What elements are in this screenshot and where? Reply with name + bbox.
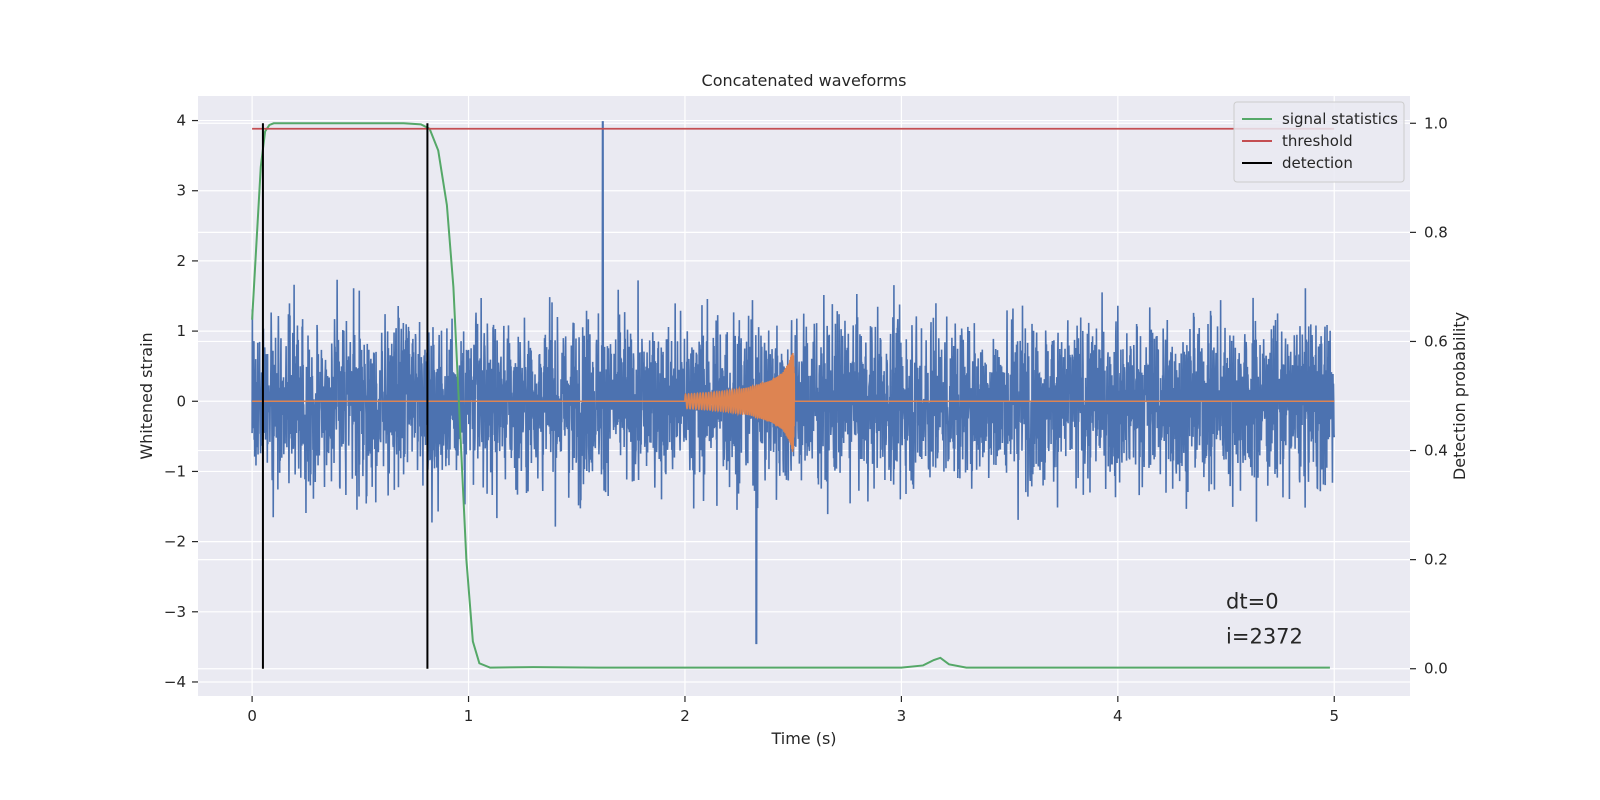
x-tick-label: 1 bbox=[464, 707, 474, 725]
y-right-tick-label: 0.2 bbox=[1424, 551, 1448, 569]
legend-label: threshold bbox=[1282, 132, 1353, 150]
signal-statistics-series bbox=[251, 122, 1330, 669]
legend-box bbox=[1233, 101, 1405, 183]
ticks: 0 1 2 3 4 5 −4 −3 −2 −1 0 1 2 3 4 0.0 0.2 0.4 0.6 0.8 1.0 bbox=[164, 112, 1448, 725]
annotation-text: dt=0 bbox=[1226, 589, 1279, 613]
y-tick-label: −3 bbox=[164, 603, 186, 621]
y-right-tick-label: 0.0 bbox=[1424, 660, 1448, 678]
y-tick-label: 3 bbox=[176, 182, 186, 200]
y-tick-label: −4 bbox=[164, 673, 186, 691]
y-tick-label: 2 bbox=[176, 252, 186, 270]
y-tick-label: −2 bbox=[164, 533, 186, 551]
y-axis-label: Whitened strain bbox=[137, 332, 156, 459]
signal-statistics-line bbox=[251, 122, 1330, 669]
injected-signal-line bbox=[252, 352, 1335, 452]
legend-label: signal statistics bbox=[1282, 110, 1398, 128]
injected-signal-series bbox=[252, 352, 1335, 452]
annotation-text: i=2372 bbox=[1226, 624, 1303, 648]
y-tick-label: 1 bbox=[176, 322, 186, 340]
detection-lines bbox=[261, 123, 429, 669]
y-right-tick-label: 1.0 bbox=[1424, 114, 1448, 132]
x-tick-label: 0 bbox=[247, 707, 257, 725]
x-tick-label: 2 bbox=[680, 707, 690, 725]
y-tick-label: 0 bbox=[176, 392, 186, 410]
y-right-tick-label: 0.4 bbox=[1424, 442, 1448, 460]
y-tick-label: −1 bbox=[164, 462, 186, 480]
y-axis-label-right: Detection probability bbox=[1450, 312, 1469, 480]
x-tick-label: 3 bbox=[897, 707, 907, 725]
y-tick-label: 4 bbox=[176, 112, 186, 130]
x-tick-label: 5 bbox=[1329, 707, 1339, 725]
y-right-tick-label: 0.8 bbox=[1424, 223, 1448, 241]
x-axis-label: Time (s) bbox=[770, 729, 836, 748]
legend-label: detection bbox=[1282, 154, 1353, 172]
annotations: dt=0 i=2372 bbox=[1226, 589, 1303, 648]
legend: signal statistics threshold detection bbox=[1233, 101, 1405, 183]
y-right-tick-label: 0.6 bbox=[1424, 332, 1448, 350]
chart-title: Concatenated waveforms bbox=[702, 71, 907, 90]
x-tick-label: 4 bbox=[1113, 707, 1123, 725]
